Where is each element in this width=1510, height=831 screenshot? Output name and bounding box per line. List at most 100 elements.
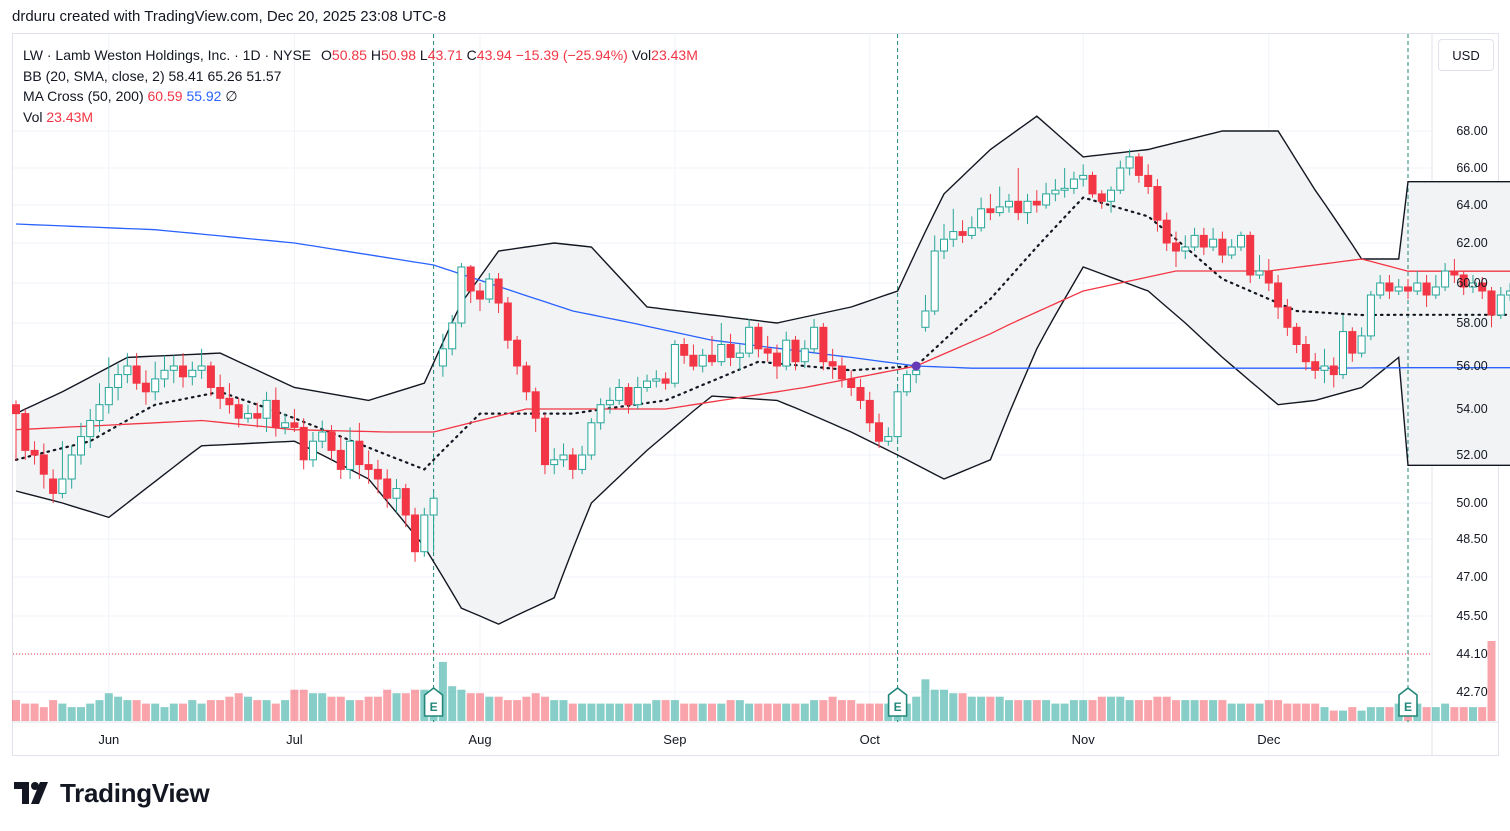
volume-bar: [1274, 700, 1283, 721]
earnings-badge-shape: [1398, 686, 1418, 717]
candle-body: [392, 488, 401, 499]
legend-vol-row[interactable]: Vol 23.43M: [23, 107, 698, 128]
legend-symbol-row[interactable]: LW · Lamb Weston Holdings, Inc. · 1D · N…: [23, 45, 698, 66]
candle-body: [745, 326, 754, 354]
volume-bar: [1181, 700, 1190, 721]
volume-bar: [661, 700, 670, 721]
legend-bb-row[interactable]: BB (20, SMA, close, 2) 58.41 65.26 51.57: [23, 66, 698, 87]
volume-bar: [1450, 707, 1459, 721]
volume-bar: [1134, 700, 1143, 721]
candle-body: [12, 404, 20, 415]
volume-bar: [141, 703, 150, 721]
volume-bar: [791, 703, 800, 721]
legend-bb-basis: 58.41: [168, 67, 204, 84]
candle-body: [1404, 286, 1412, 292]
candle-body: [605, 399, 614, 406]
price-tick-label: 56.00: [1456, 359, 1487, 373]
volume-bar: [271, 703, 280, 721]
candle-body: [958, 231, 967, 236]
volume-bar: [355, 700, 364, 721]
volume-bar: [633, 703, 642, 721]
candle-body: [336, 449, 345, 470]
candle-body: [1209, 238, 1218, 248]
candle-body: [318, 431, 327, 442]
candle-body: [95, 404, 104, 422]
volume-bar: [392, 693, 401, 721]
volume-bar: [466, 693, 475, 721]
time-axis-labels: Jun Jul Aug Sep Oct Nov Dec: [98, 732, 1281, 747]
candle-body: [225, 397, 234, 406]
legend-bb-lower: 51.57: [246, 67, 282, 84]
volume-bar: [1301, 703, 1310, 721]
candle-body: [624, 387, 633, 406]
candle-body: [689, 354, 698, 367]
candle-body: [986, 208, 995, 214]
candle-body: [1153, 186, 1162, 221]
candle-body: [578, 454, 587, 470]
volume-bar: [1218, 700, 1227, 721]
volume-bar: [1153, 696, 1162, 721]
tradingview-logo[interactable]: TradingView: [14, 776, 210, 810]
candle-body: [1264, 270, 1273, 284]
volume-bar: [1107, 696, 1115, 721]
candle-body: [680, 344, 689, 356]
legend-change: −15.39 (−25.94%): [515, 47, 628, 63]
volume-bar: [327, 696, 336, 721]
candle-body: [299, 426, 308, 461]
candle-body: [244, 413, 252, 419]
volume-bar: [123, 700, 132, 721]
candle-body: [114, 374, 123, 389]
candle-body: [1227, 246, 1236, 256]
volume-bar: [86, 703, 95, 721]
volume-bar: [1069, 700, 1078, 721]
volume-bar: [541, 696, 549, 721]
volume-bar: [1199, 700, 1208, 721]
time-tick-label: Nov: [1072, 732, 1096, 747]
volume-bar: [503, 700, 512, 721]
candle-body: [466, 266, 475, 292]
candle-body: [652, 378, 661, 382]
candle-body: [494, 278, 503, 304]
candle-body: [206, 365, 215, 388]
legend-ma-row[interactable]: MA Cross (50, 200) 60.59 55.92 ∅: [23, 86, 698, 107]
candle-body: [346, 440, 355, 470]
candle-body: [1199, 234, 1208, 248]
candle-body: [457, 266, 466, 324]
bollinger-lower-line: [15, 266, 1510, 625]
currency-button[interactable]: USD: [1438, 39, 1494, 71]
volume-bar: [513, 700, 522, 721]
candle-body: [726, 344, 735, 358]
volume-bar: [262, 700, 271, 721]
candle-body: [559, 454, 568, 461]
candle-body: [708, 354, 716, 363]
price-tick-label: 42.70: [1456, 685, 1487, 699]
volume-bar: [1459, 707, 1468, 721]
candle-body: [141, 382, 150, 393]
volume-bar: [67, 707, 76, 721]
candle-body: [1283, 306, 1292, 328]
volume-bar: [828, 696, 837, 721]
candle-body: [800, 348, 809, 363]
volume-bar: [745, 703, 754, 721]
candle-body: [77, 436, 85, 456]
volume-bar: [169, 703, 178, 721]
volume-bar: [726, 700, 735, 721]
volume-bar: [30, 703, 39, 721]
price-tick-label: 64.00: [1456, 198, 1487, 212]
price-tick-label: 68.00: [1456, 124, 1487, 138]
earnings-badge-label: E: [894, 700, 902, 714]
candle-body: [373, 468, 382, 480]
volume-bar: [875, 703, 883, 721]
time-tick-label: Aug: [468, 732, 491, 747]
volume-bar: [448, 686, 457, 721]
price-tick-label: 50.00: [1456, 496, 1487, 510]
candle-body: [420, 514, 429, 553]
volume-bar: [1348, 707, 1357, 721]
candle-body: [1060, 187, 1069, 191]
volume-bar: [708, 703, 716, 721]
candle-body: [995, 206, 1004, 214]
tradingview-wordmark: TradingView: [60, 777, 210, 808]
volume-bar: [253, 700, 262, 721]
candle-body: [476, 290, 484, 300]
